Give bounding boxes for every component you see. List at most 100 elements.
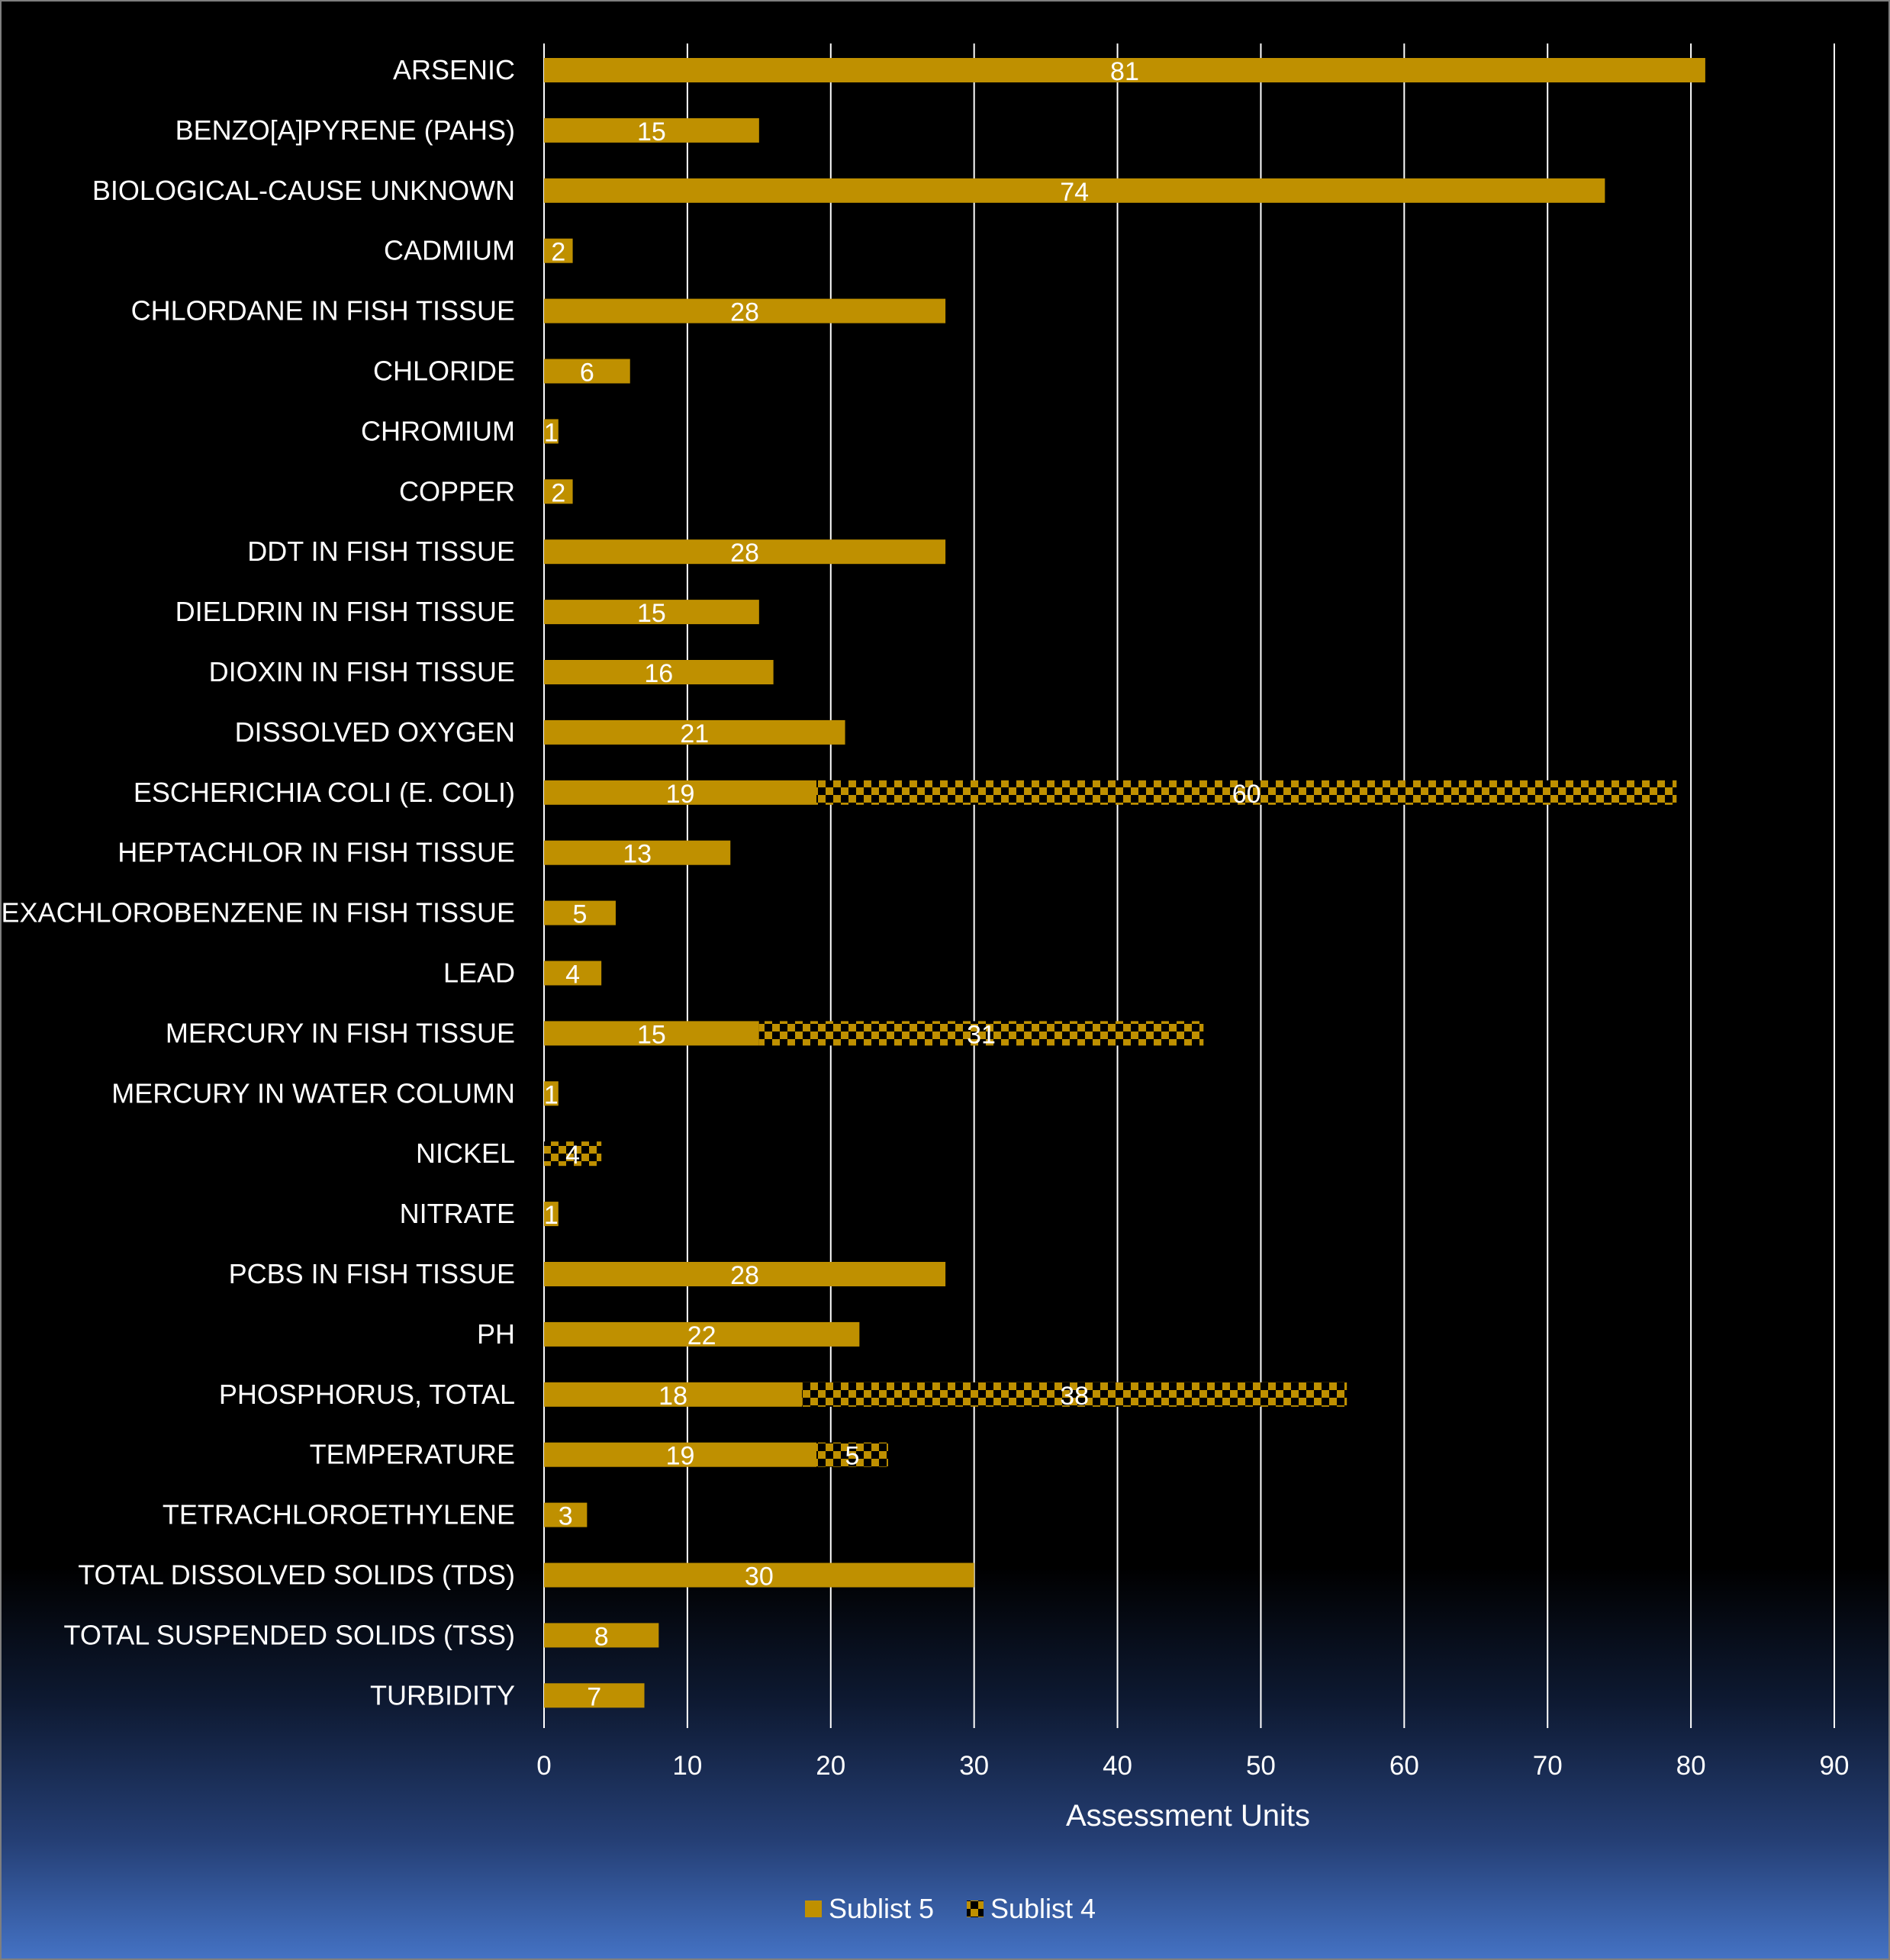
- gridlines: [543, 43, 1835, 1728]
- bar-sublist-5-heptachlor-in-fish-tissue[interactable]: [544, 840, 731, 865]
- data-label-sublist-5-dieldrin-in-fish-tissue: 15: [637, 599, 666, 628]
- bar-sublist-5-lead[interactable]: [544, 961, 602, 986]
- category-label-nitrate: NITRATE: [400, 1198, 515, 1229]
- data-label-sublist-5-arsenic: 81: [1110, 57, 1139, 86]
- category-label-escherichia-coli-e-coli: ESCHERICHIA COLI (E. COLI): [134, 777, 515, 808]
- bar-sublist-5-total-dissolved-solids-tds[interactable]: [544, 1563, 974, 1588]
- x-tick-label-80: 80: [1676, 1751, 1706, 1781]
- data-label-sublist-5-temperature: 19: [666, 1442, 695, 1471]
- data-label-sublist-5-chromium: 1: [544, 418, 559, 447]
- bar-sublist-5-copper[interactable]: [544, 479, 573, 504]
- data-labels: 81 15 74 2 28 6 1 2 28 15 16 21 19 60 13 5 4 15 31 1 4 1 28 22 1…: [544, 57, 1261, 1711]
- category-label-tetrachloroethylene: TETRACHLOROETHYLENE: [163, 1499, 515, 1530]
- category-label-ph: PH: [477, 1318, 515, 1350]
- data-label-sublist-5-ddt-in-fish-tissue: 28: [730, 539, 759, 568]
- data-label-sublist-4-mercury-in-fish-tissue: 31: [967, 1020, 996, 1049]
- bar-sublist-5-temperature[interactable]: [544, 1442, 816, 1467]
- data-label-sublist-5-total-suspended-solids-tss: 8: [594, 1622, 609, 1651]
- category-label-phosphorus-total: PHOSPHORUS, TOTAL: [219, 1379, 515, 1410]
- bar-sublist-5-chloride[interactable]: [544, 359, 630, 384]
- bar-sublist-5-chlordane-in-fish-tissue[interactable]: [544, 298, 946, 323]
- bar-sublist-5-ph[interactable]: [544, 1321, 860, 1347]
- bar-sublist-4-nickel[interactable]: [544, 1141, 602, 1167]
- bar-sublist-5-phosphorus-total[interactable]: [544, 1382, 803, 1407]
- data-label-sublist-5-escherichia-coli-e-coli: 19: [666, 780, 695, 809]
- data-label-sublist-5-dissolved-oxygen: 21: [680, 719, 709, 748]
- legend-label-sublist-5: Sublist 5: [829, 1893, 934, 1924]
- x-tick-label-70: 70: [1533, 1751, 1563, 1781]
- legend-swatch-sublist-5: [805, 1900, 822, 1917]
- bar-sublist-4-mercury-in-fish-tissue[interactable]: [758, 1021, 1204, 1046]
- bar-sublist-5-dioxin-in-fish-tissue[interactable]: [544, 660, 774, 684]
- data-label-sublist-4-nickel: 4: [565, 1141, 580, 1170]
- bar-sublist-5-nitrate[interactable]: [544, 1202, 559, 1227]
- legend[interactable]: Sublist 5 Sublist 4: [805, 1893, 1096, 1924]
- category-label-dioxin-in-fish-tissue: DIOXIN IN FISH TISSUE: [209, 656, 515, 687]
- category-label-copper: COPPER: [399, 475, 515, 507]
- x-tick-label-60: 60: [1389, 1751, 1419, 1781]
- x-tick-label-50: 50: [1246, 1751, 1276, 1781]
- bar-sublist-5-biological-cause-unknown[interactable]: [544, 178, 1605, 203]
- x-tick-label-20: 20: [816, 1751, 845, 1781]
- x-tick-label-10: 10: [672, 1751, 702, 1781]
- category-label-mercury-in-fish-tissue: MERCURY IN FISH TISSUE: [166, 1017, 515, 1048]
- value-axis: 0 10 20 30 40 50 60 70 80 90: [536, 1751, 1849, 1781]
- data-label-sublist-5-copper: 2: [551, 478, 565, 507]
- data-label-sublist-5-lead: 4: [565, 961, 580, 990]
- x-tick-label-40: 40: [1103, 1751, 1132, 1781]
- category-label-temperature: TEMPERATURE: [310, 1439, 515, 1470]
- x-tick-label-90: 90: [1820, 1751, 1850, 1781]
- bar-sublist-5-arsenic[interactable]: [544, 58, 1705, 82]
- category-label-dissolved-oxygen: DISSOLVED OXYGEN: [235, 716, 515, 748]
- data-label-sublist-5-dioxin-in-fish-tissue: 16: [644, 659, 673, 688]
- bar-sublist-5-tetrachloroethylene[interactable]: [544, 1502, 588, 1527]
- bar-sublist-5-dissolved-oxygen[interactable]: [544, 719, 845, 745]
- category-label-chlordane-in-fish-tissue: CHLORDANE IN FISH TISSUE: [131, 295, 515, 327]
- bar-sublist-5-ddt-in-fish-tissue[interactable]: [544, 539, 946, 565]
- bar-sublist-5-escherichia-coli-e-coli[interactable]: [544, 780, 816, 805]
- bar-sublist-4-phosphorus-total[interactable]: [802, 1382, 1347, 1407]
- category-label-heptachlor-in-fish-tissue: HEPTACHLOR IN FISH TISSUE: [118, 837, 515, 868]
- bar-sublist-5-mercury-in-fish-tissue[interactable]: [544, 1021, 759, 1046]
- bar-sublist-5-mercury-in-water-column[interactable]: [544, 1081, 559, 1106]
- category-label-hexachlorobenzene-in-fish-tissue: HEXACHLOROBENZENE IN FISH TISSUE: [2, 897, 515, 929]
- category-label-cadmium: CADMIUM: [384, 235, 515, 266]
- bar-sublist-5-dieldrin-in-fish-tissue[interactable]: [544, 600, 759, 625]
- bar-sublist-4-temperature[interactable]: [816, 1442, 888, 1467]
- bar-sublist-5-benzo-a-pyrene-pahs[interactable]: [544, 117, 759, 143]
- bar-sublist-5-total-suspended-solids-tss[interactable]: [544, 1623, 659, 1648]
- data-label-sublist-5-mercury-in-fish-tissue: 15: [637, 1020, 666, 1049]
- category-label-pcbs-in-fish-tissue: PCBS IN FISH TISSUE: [229, 1258, 515, 1289]
- bar-sublist-5-turbidity[interactable]: [544, 1683, 645, 1708]
- bar-sublist-5-pcbs-in-fish-tissue[interactable]: [544, 1262, 946, 1286]
- bar-sublist-5-hexachlorobenzene-in-fish-tissue[interactable]: [544, 900, 616, 925]
- data-label-sublist-5-cadmium: 2: [551, 238, 565, 267]
- category-label-lead: LEAD: [443, 957, 515, 989]
- category-label-chloride: CHLORIDE: [373, 356, 515, 387]
- x-tick-label-0: 0: [536, 1751, 551, 1781]
- category-label-dieldrin-in-fish-tissue: DIELDRIN IN FISH TISSUE: [175, 596, 515, 627]
- data-label-sublist-5-tetrachloroethylene: 3: [559, 1502, 573, 1531]
- data-label-sublist-5-total-dissolved-solids-tds: 30: [745, 1563, 774, 1591]
- data-label-sublist-5-biological-cause-unknown: 74: [1060, 178, 1089, 207]
- data-label-sublist-4-temperature: 5: [845, 1442, 860, 1471]
- data-label-sublist-5-hexachlorobenzene-in-fish-tissue: 5: [573, 900, 588, 929]
- legend-swatch-sublist-4: [967, 1900, 984, 1917]
- bar-sublist-5-chromium[interactable]: [544, 419, 559, 444]
- category-label-ddt-in-fish-tissue: DDT IN FISH TISSUE: [247, 536, 515, 567]
- data-label-sublist-5-nitrate: 1: [544, 1201, 559, 1230]
- category-axis: ARSENIC BENZO[A]PYRENE (PAHS) BIOLOGICAL-C…: [2, 54, 515, 1711]
- category-label-biological-cause-unknown: BIOLOGICAL-CAUSE UNKNOWN: [92, 175, 515, 206]
- data-label-sublist-5-heptachlor-in-fish-tissue: 13: [623, 840, 652, 869]
- category-label-benzo-a-pyrene-pahs: BENZO[A]PYRENE (PAHS): [175, 114, 515, 146]
- data-label-sublist-5-chlordane-in-fish-tissue: 28: [730, 298, 759, 327]
- x-tick-label-30: 30: [959, 1751, 989, 1781]
- category-label-nickel: NICKEL: [416, 1138, 515, 1169]
- bar-sublist-5-cadmium[interactable]: [544, 238, 573, 263]
- category-label-turbidity: TURBIDITY: [370, 1679, 515, 1711]
- data-label-sublist-5-ph: 22: [687, 1321, 716, 1350]
- category-label-total-dissolved-solids-tds: TOTAL DISSOLVED SOLIDS (TDS): [78, 1559, 515, 1591]
- bar-sublist-4-escherichia-coli-e-coli[interactable]: [816, 780, 1677, 805]
- legend-label-sublist-4: Sublist 4: [990, 1893, 1096, 1924]
